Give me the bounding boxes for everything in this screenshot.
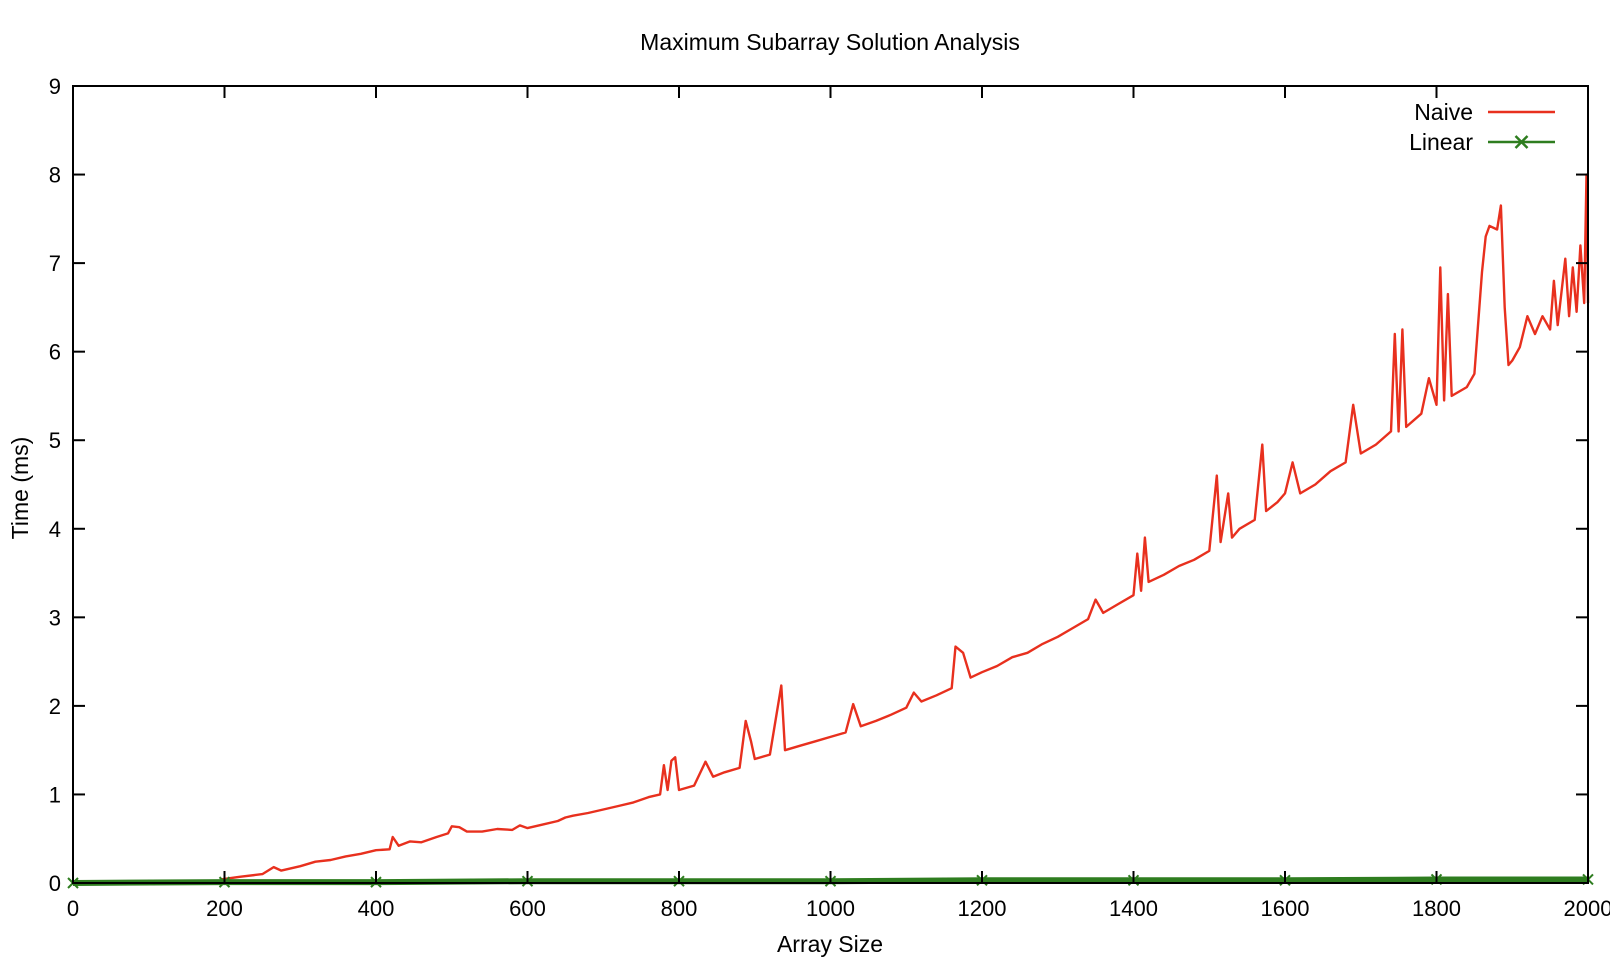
x-tick-label-6: 1200 <box>958 896 1007 921</box>
y-tick-label-0: 0 <box>49 871 61 896</box>
y-axis-label: Time (ms) <box>7 437 33 540</box>
y-tick-label-1: 1 <box>49 782 61 807</box>
y-tick-label-8: 8 <box>49 163 61 188</box>
legend: Naive Linear <box>1409 99 1555 155</box>
x-tick-label-1: 200 <box>206 896 243 921</box>
chart-title: Maximum Subarray Solution Analysis <box>640 29 1020 55</box>
x-tick-label-9: 1800 <box>1412 896 1461 921</box>
legend-label-naive: Naive <box>1414 99 1473 125</box>
y-tick-label-9: 9 <box>49 74 61 99</box>
y-tick-label-3: 3 <box>49 605 61 630</box>
x-tick-label-8: 1600 <box>1261 896 1310 921</box>
x-tick-label-0: 0 <box>67 896 79 921</box>
y-tick-label-6: 6 <box>49 340 61 365</box>
x-tick-label-2: 400 <box>358 896 395 921</box>
ticks-layer: 0 200 400 600 800 1000 1200 1400 1600 1800 2000 0 1 2… <box>49 74 1610 921</box>
y-tick-label-4: 4 <box>49 517 61 542</box>
x-tick-label-5: 1000 <box>806 896 855 921</box>
x-tick-label-4: 800 <box>661 896 698 921</box>
y-tick-label-5: 5 <box>49 428 61 453</box>
series-line-naive <box>220 173 1590 881</box>
x-tick-label-10: 2000 <box>1564 896 1610 921</box>
plot-frame <box>72 85 1589 884</box>
y-tick-label-2: 2 <box>49 694 61 719</box>
series-layer <box>67 173 1594 889</box>
x-tick-label-7: 1400 <box>1109 896 1158 921</box>
x-tick-label-3: 600 <box>509 896 546 921</box>
legend-label-linear: Linear <box>1409 129 1473 155</box>
x-axis-label: Array Size <box>777 931 883 957</box>
legend-marker-linear <box>1514 135 1529 149</box>
y-tick-label-7: 7 <box>49 251 61 276</box>
